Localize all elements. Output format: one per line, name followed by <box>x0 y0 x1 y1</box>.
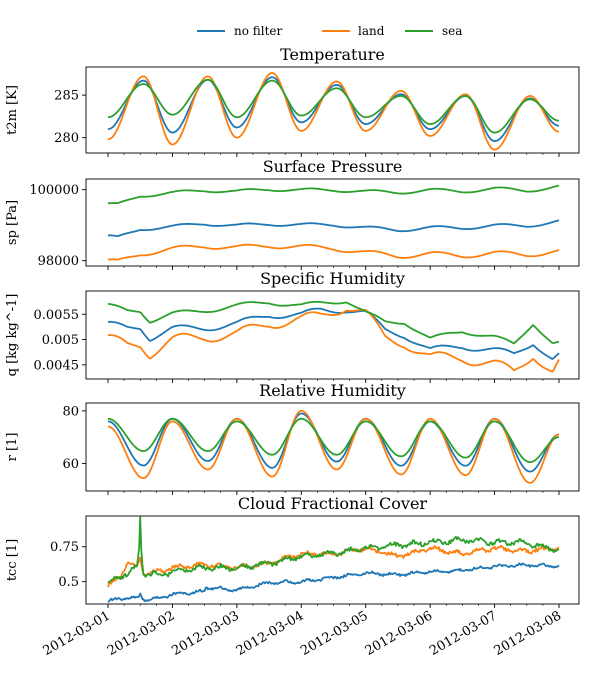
y-tick-label: 98000 <box>38 254 79 269</box>
panel-title: Cloud Fractional Cover <box>238 494 427 513</box>
axes-frame <box>85 402 580 492</box>
axes-frame <box>85 66 580 154</box>
series-line-no-filter <box>107 307 560 360</box>
x-tick-label: 2012-03-03 <box>169 608 241 658</box>
y-axis-label: tcc [1] <box>5 539 20 581</box>
panel-title: Specific Humidity <box>260 269 405 288</box>
y-tick-label: 280 <box>54 131 79 146</box>
x-tick-label: 2012-03-04 <box>234 608 306 658</box>
y-axis-label: sp [Pa] <box>5 200 20 245</box>
y-tick-label: 0.75 <box>50 540 79 555</box>
legend-label-land: land <box>358 24 385 38</box>
y-tick-label: 0.005 <box>42 333 79 348</box>
series-line-sea <box>107 184 560 205</box>
x-tick-label: 2012-03-06 <box>363 608 435 658</box>
series-line-sea <box>107 78 560 134</box>
series-line-land <box>107 544 560 588</box>
panels: Temperature t2m [K] 280 285 Surface Pressure… <box>5 45 580 608</box>
y-tick-label: 0.5 <box>58 575 79 590</box>
x-tick-label: 2012-03-01 <box>41 608 113 658</box>
panel-1: Temperature t2m [K] 280 285 <box>5 45 580 157</box>
y-tick-label: 0.0045 <box>34 358 80 373</box>
series-group <box>107 300 560 373</box>
y-axis-label: q [kg kg^-1] <box>5 294 20 377</box>
y-tick-label: 100000 <box>29 183 79 198</box>
series-line-no-filter <box>107 76 560 142</box>
series-line-sea <box>107 300 560 345</box>
y-tick-label: 60 <box>62 457 79 472</box>
x-tick-label: 2012-03-05 <box>298 608 370 658</box>
series-line-no-filter <box>107 562 560 603</box>
axes-frame <box>85 290 580 380</box>
panel-2: Surface Pressure sp [Pa] 98000 100000 <box>5 157 580 270</box>
x-tick-label: 2012-03-02 <box>105 608 177 658</box>
y-axis-label: t2m [K] <box>5 85 20 135</box>
y-axis-label: r [1] <box>5 433 20 462</box>
axes-frame <box>85 178 580 267</box>
series-line-sea <box>107 516 560 584</box>
panel-4: Relative Humidity r [1] 60 80 <box>5 381 580 495</box>
x-tick-label: 2012-03-07 <box>427 608 499 658</box>
panel-title: Surface Pressure <box>263 157 403 176</box>
series-group <box>107 410 560 484</box>
x-tick-label: 2012-03-08 <box>492 608 564 658</box>
panel-title: Temperature <box>280 45 385 64</box>
panel-5: Cloud Fractional Cover tcc [1] 0.5 0.75 <box>5 494 580 608</box>
series-group <box>107 184 560 261</box>
y-tick-label: 0.0055 <box>34 308 80 323</box>
series-line-no-filter <box>107 219 560 237</box>
series-group <box>107 516 560 603</box>
y-tick-label: 80 <box>62 404 79 419</box>
legend-label-no-filter: no filter <box>234 24 283 38</box>
legend-label-sea: sea <box>442 24 462 38</box>
series-line-land <box>107 308 560 373</box>
panel-title: Relative Humidity <box>259 381 406 400</box>
series-line-land <box>107 72 560 151</box>
axes-frame <box>85 515 580 605</box>
legend: no filter land sea <box>197 24 462 38</box>
series-group <box>107 72 560 151</box>
x-tick-labels: 2012-03-012012-03-022012-03-032012-03-04… <box>41 608 564 658</box>
series-line-land <box>107 410 560 484</box>
series-line-land <box>107 243 560 261</box>
y-tick-label: 285 <box>54 89 79 104</box>
series-line-sea <box>107 417 560 463</box>
panel-3: Specific Humidity q [kg kg^-1] 0.0045 0.005… <box>5 269 580 383</box>
